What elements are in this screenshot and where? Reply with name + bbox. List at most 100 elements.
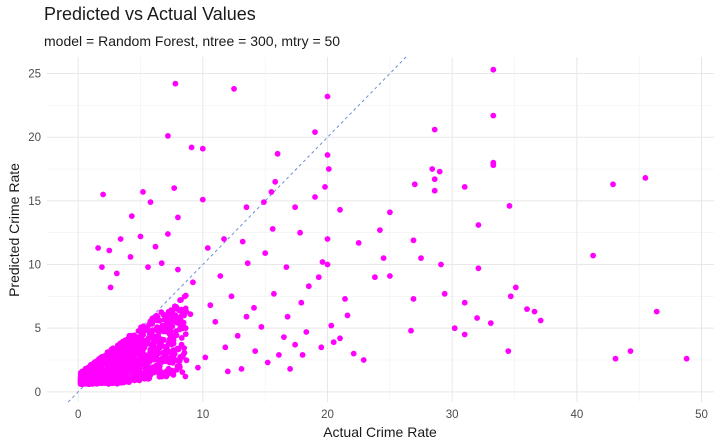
data-point: [490, 162, 497, 169]
cluster-point: [154, 313, 161, 320]
data-point: [168, 317, 175, 324]
cluster-point: [170, 313, 177, 319]
data-point: [188, 144, 195, 151]
x-tick-label: 10: [196, 409, 209, 421]
cluster-point: [166, 359, 173, 366]
y-tick-label: 0: [35, 387, 41, 399]
cluster-point: [170, 337, 177, 344]
cluster-point: [165, 324, 172, 330]
cluster-point: [130, 358, 137, 365]
data-point: [252, 348, 259, 354]
cluster-point: [144, 357, 151, 363]
data-point: [436, 168, 443, 175]
data-point: [106, 247, 113, 254]
cluster-point: [159, 373, 166, 380]
data-point: [239, 238, 246, 245]
data-point: [683, 355, 690, 362]
data-point: [324, 152, 331, 158]
data-point: [95, 245, 101, 251]
cluster-point: [158, 309, 165, 315]
data-point: [221, 236, 227, 242]
axis-tick-labels: 0 10 20 30 40 50 0 5 10 15 20 25: [28, 69, 708, 421]
data-point: [380, 255, 387, 261]
data-point: [99, 264, 105, 270]
cluster-point: [101, 367, 108, 373]
data-point: [431, 126, 438, 133]
data-point: [268, 189, 275, 195]
data-point: [207, 302, 214, 309]
data-point: [107, 284, 114, 291]
data-point: [281, 334, 287, 340]
data-point: [261, 199, 267, 206]
data-point: [165, 231, 171, 237]
data-point: [360, 357, 367, 363]
cluster-point: [77, 378, 84, 385]
x-tick-label: 0: [75, 409, 81, 421]
cluster-point: [153, 362, 159, 369]
chart-subtitle: model = Random Forest, ntree = 300, mtry…: [44, 33, 341, 49]
data-point: [475, 265, 482, 272]
data-points: [77, 66, 690, 388]
cluster-point: [167, 328, 174, 335]
data-point: [262, 250, 269, 256]
y-tick-label: 25: [28, 69, 41, 81]
data-point: [140, 189, 146, 195]
data-point: [204, 245, 211, 251]
data-point: [113, 270, 120, 277]
data-point: [372, 274, 378, 281]
cluster-point: [97, 375, 104, 381]
x-tick-label: 20: [321, 409, 334, 421]
data-point: [411, 181, 418, 188]
cluster-point: [118, 340, 125, 347]
data-point: [429, 166, 436, 172]
y-tick-label: 5: [35, 323, 41, 335]
data-point: [612, 355, 619, 362]
data-point: [202, 354, 209, 361]
cluster-point: [164, 367, 171, 374]
cluster-point: [96, 363, 102, 369]
data-point: [190, 279, 196, 286]
data-point: [653, 308, 660, 315]
cluster-point: [163, 312, 170, 318]
chart-title: Predicted vs Actual Values: [44, 4, 256, 24]
x-tick-label: 30: [446, 409, 459, 421]
cluster-point: [146, 328, 152, 335]
cluster-point: [119, 358, 126, 365]
cluster-point: [156, 329, 162, 336]
data-point: [418, 255, 424, 261]
data-point: [100, 191, 106, 198]
data-point: [150, 369, 156, 376]
data-point: [298, 299, 305, 306]
data-point: [152, 243, 159, 250]
data-point: [171, 185, 178, 192]
cluster-point: [182, 325, 189, 331]
cluster-point: [126, 341, 133, 347]
cluster-point: [108, 363, 114, 370]
data-point: [238, 366, 245, 372]
data-point: [231, 85, 237, 92]
cluster-point: [178, 297, 184, 303]
data-point: [512, 284, 519, 291]
data-point: [461, 184, 468, 190]
cluster-point: [146, 321, 152, 328]
data-point: [431, 187, 438, 194]
cluster-point: [125, 367, 132, 374]
cluster-point: [166, 340, 173, 347]
data-point: [244, 260, 251, 267]
data-point: [319, 259, 326, 265]
cluster-point: [107, 374, 113, 380]
data-point: [136, 377, 143, 384]
data-point: [461, 331, 468, 338]
data-point: [158, 260, 165, 267]
cluster-point: [109, 353, 115, 360]
cluster-point: [115, 372, 121, 379]
cluster-point: [176, 364, 183, 371]
data-point: [387, 273, 393, 279]
cluster-point: [140, 331, 147, 338]
data-point: [431, 176, 438, 183]
data-point: [272, 178, 279, 185]
data-point: [315, 274, 322, 281]
y-tick-label: 20: [28, 132, 41, 144]
data-point: [269, 226, 276, 232]
data-point: [172, 80, 179, 87]
